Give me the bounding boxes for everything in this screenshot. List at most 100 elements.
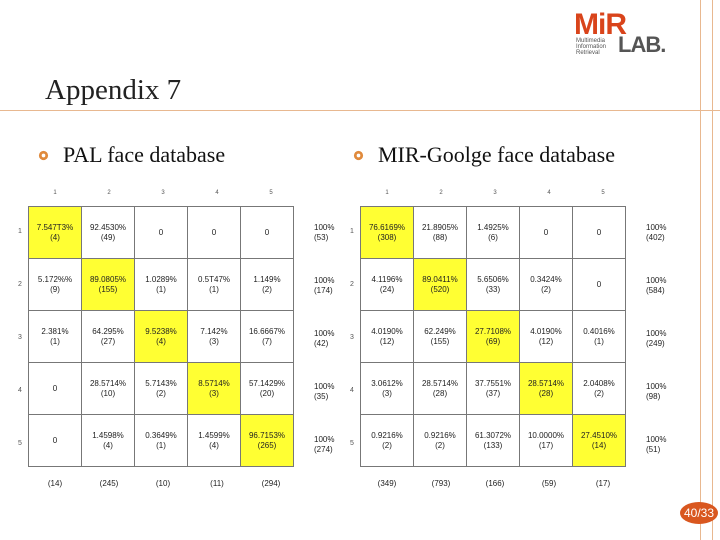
matrix-cell: 28.5714% (10) <box>81 362 135 415</box>
row-header: 1 <box>350 227 354 235</box>
table-row: 0 28.5714% (10) 5.7143% (2) 8.5714% (3) 57.1429… <box>28 362 294 415</box>
matrix-cell: 0.3424% (2) <box>519 258 573 311</box>
row-total: 100% (274) <box>314 434 335 454</box>
matrix-cell: 62.249% (155) <box>413 310 467 363</box>
matrix-cell: 1.4599% (4) <box>187 414 241 467</box>
matrix-cell: 5.6506% (33) <box>466 258 520 311</box>
row-header: 4 <box>18 386 22 394</box>
matrix-cell: 3.0612% (3) <box>360 362 414 415</box>
title-underline <box>0 110 720 111</box>
column-header: 1 <box>385 190 389 196</box>
row-total: 100% (174) <box>314 275 335 295</box>
matrix-cell: 4.0190% (12) <box>519 310 573 363</box>
gear-bullet-icon <box>353 150 364 160</box>
row-header: 3 <box>350 333 354 341</box>
column-header: 2 <box>439 190 443 196</box>
column-total: (166) <box>485 479 505 488</box>
table-row: 5.172%% (9) 89.0805% (155) 1.0289% (1) 0.5T47%… <box>28 258 294 311</box>
matrix-cell: 0 <box>519 206 573 259</box>
page-number: 40/33 <box>680 502 718 524</box>
row-total: 100% (98) <box>646 381 667 401</box>
row-header: 5 <box>350 439 354 447</box>
matrix-cell: 64.295% (27) <box>81 310 135 363</box>
matrix-cell: 4.0190% (12) <box>360 310 414 363</box>
row-total: 100% (42) <box>314 328 335 348</box>
matrix-cell: 0.4016% (1) <box>572 310 626 363</box>
row-total: 100% (402) <box>646 222 667 242</box>
slide-border-right-outer <box>712 0 713 540</box>
matrix-cell: 0.9216% (2) <box>360 414 414 467</box>
table-row: 3.0612% (3) 28.5714% (28) 37.7551% (37) 28.571… <box>360 362 626 415</box>
matrix-cell: 10.0000% (17) <box>519 414 573 467</box>
column-total: (59) <box>541 479 557 488</box>
column-total: (245) <box>99 479 119 488</box>
bullet-pal: PAL face database <box>38 142 225 168</box>
matrix-cell: 5.172%% (9) <box>28 258 82 311</box>
matrix-cell: 37.7551% (37) <box>466 362 520 415</box>
table-row: 0.9216% (2) 0.9216% (2) 61.3072% (133) 10.0000… <box>360 414 626 467</box>
table-row: 4.0190% (12) 62.249% (155) 27.7108% (69) 4.019… <box>360 310 626 363</box>
bullet-text-mir: MIR-Goolge face database <box>378 142 616 167</box>
matrix-cell: 7.547T3% (4) <box>28 206 82 259</box>
matrix-cell: 2.0408% (2) <box>572 362 626 415</box>
row-total: 100% (35) <box>314 381 335 401</box>
matrix-cell: 89.0805% (155) <box>81 258 135 311</box>
matrix-cell: 57.1429% (20) <box>240 362 294 415</box>
table-row: 2.381% (1) 64.295% (27) 9.5238% (4) 7.142% (3) 1… <box>28 310 294 363</box>
matrix-cell: 96.7153% (265) <box>240 414 294 467</box>
matrix-cell: 2.381% (1) <box>28 310 82 363</box>
column-total: (349) <box>377 479 397 488</box>
logo-subtitle: Multimedia Information Retrieval <box>576 38 607 56</box>
table-row: 76.6169% (308) 21.8905% (88) 1.4925% (6) 0 0 <box>360 206 626 259</box>
pal-confusion-matrix: 1 2 3 4 5 1 100% (53) 2 100% (174) 3 100% (42) 4 100% (3… <box>16 190 346 490</box>
column-header: 1 <box>53 190 57 196</box>
matrix-cell: 76.6169% (308) <box>360 206 414 259</box>
matrix-cell: 28.5714% (28) <box>413 362 467 415</box>
matrix-cell: 8.5714% (3) <box>187 362 241 415</box>
matrix-cell: 0 <box>28 414 82 467</box>
table-row: 4.1196% (24) 89.0411% (520) 5.6506% (33) 0.342… <box>360 258 626 311</box>
column-header: 5 <box>601 190 605 196</box>
slide-border-right <box>700 0 701 540</box>
column-header: 3 <box>493 190 497 196</box>
column-total: (294) <box>261 479 281 488</box>
matrix-cell: 0 <box>572 206 626 259</box>
table-row: 0 1.4598% (4) 0.3649% (1) 1.4599% (4) 96.7153%(… <box>28 414 294 467</box>
row-total: 100% (584) <box>646 275 667 295</box>
logo-mir-text: MiR <box>574 8 627 41</box>
row-header: 2 <box>18 280 22 288</box>
column-total: (11) <box>210 479 224 488</box>
row-total: 100% (53) <box>314 222 335 242</box>
matrix-cell: 27.4510% (14) <box>572 414 626 467</box>
matrix-cell: 0.3649% (1) <box>134 414 188 467</box>
matrix-cell: 7.142% (3) <box>187 310 241 363</box>
column-total: (10) <box>155 479 171 488</box>
matrix-cell: 0 <box>187 206 241 259</box>
matrix-cell: 27.7108% (69) <box>466 310 520 363</box>
column-header: 3 <box>161 190 165 196</box>
slide-title: Appendix 7 <box>45 74 182 106</box>
matrix-cell: 0 <box>28 362 82 415</box>
logo-lab-text: LAB. <box>618 32 666 57</box>
column-header: 2 <box>107 190 111 196</box>
matrix-cell: 21.8905% (88) <box>413 206 467 259</box>
matrix-cell: 92.4530% (49) <box>81 206 135 259</box>
bullet-mir: MIR-Goolge face database <box>353 142 615 168</box>
gear-bullet-icon <box>38 150 49 160</box>
mir-confusion-matrix: 1 2 3 4 5 1 100% (402) 2 100% (584) 3 100% (249) 4 100%… <box>348 190 678 490</box>
column-header: 4 <box>215 190 219 196</box>
row-header: 5 <box>18 439 22 447</box>
row-total: 100% (249) <box>646 328 667 348</box>
matrix-cell: 1.4598% (4) <box>81 414 135 467</box>
matrix-cell: 0 <box>240 206 294 259</box>
bullet-text-pal: PAL face database <box>63 142 226 167</box>
column-total: (17) <box>595 479 611 488</box>
matrix-cell: 28.5714% (28) <box>519 362 573 415</box>
matrix-cell: 1.4925% (6) <box>466 206 520 259</box>
matrix-cell: 0 <box>572 258 626 311</box>
column-header: 4 <box>547 190 551 196</box>
matrix-cell: 61.3072% (133) <box>466 414 520 467</box>
table-row: 7.547T3% (4) 92.4530% (49) 0 0 0 <box>28 206 294 259</box>
column-header: 5 <box>269 190 273 196</box>
row-header: 2 <box>350 280 354 288</box>
